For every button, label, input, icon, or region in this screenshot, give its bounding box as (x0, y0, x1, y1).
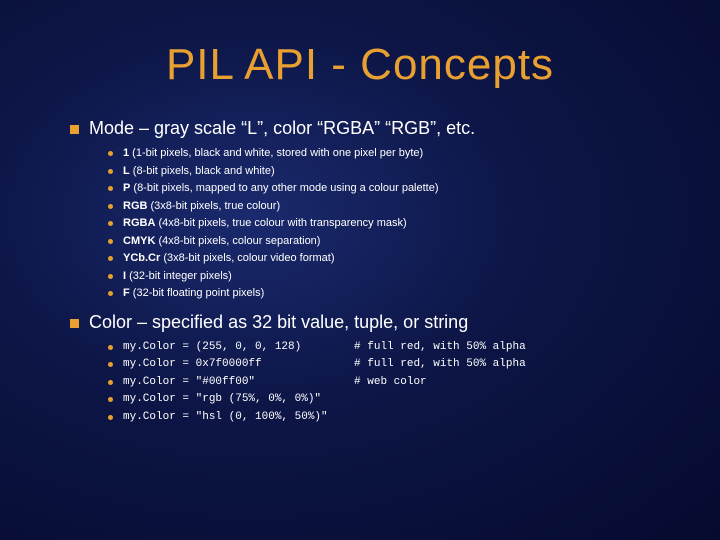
dot-bullet-icon (108, 169, 113, 174)
list-item: L (8-bit pixels, black and white) (108, 163, 670, 180)
slide-title: PIL API - Concepts (50, 40, 670, 90)
dot-bullet-icon (108, 256, 113, 261)
list-item: F (32-bit floating point pixels) (108, 285, 670, 302)
square-bullet-icon (70, 125, 79, 134)
list-item-text: I (32-bit integer pixels) (123, 268, 232, 285)
list-item: my.Color = "rgb (75%, 0%, 0%)" (108, 391, 670, 408)
dot-bullet-icon (108, 415, 113, 420)
code-line: my.Color = "#00ff00" # web color (123, 374, 427, 391)
list-item: my.Color = (255, 0, 0, 128) # full red, … (108, 339, 670, 356)
list-item-text: RGBA (4x8-bit pixels, true colour with t… (123, 215, 407, 232)
code-line: my.Color = "rgb (75%, 0%, 0%)" (123, 391, 321, 408)
list-item-text: RGB (3x8-bit pixels, true colour) (123, 198, 280, 215)
dot-bullet-icon (108, 380, 113, 385)
square-bullet-icon (70, 319, 79, 328)
code-line: my.Color = (255, 0, 0, 128) # full red, … (123, 339, 526, 356)
dot-bullet-icon (108, 151, 113, 156)
list-item: I (32-bit integer pixels) (108, 268, 670, 285)
list-item-text: F (32-bit floating point pixels) (123, 285, 264, 302)
code-line: my.Color = 0x7f0000ff # full red, with 5… (123, 356, 526, 373)
section-heading-text: Mode – gray scale “L”, color “RGBA” “RGB… (89, 118, 475, 139)
slide: PIL API - Concepts Mode – gray scale “L”… (0, 0, 720, 455)
mode-list: 1 (1-bit pixels, black and white, stored… (108, 145, 670, 302)
list-item-text: P (8-bit pixels, mapped to any other mod… (123, 180, 439, 197)
list-item-text: CMYK (4x8-bit pixels, colour separation) (123, 233, 320, 250)
list-item: my.Color = 0x7f0000ff # full red, with 5… (108, 356, 670, 373)
dot-bullet-icon (108, 397, 113, 402)
list-item-text: 1 (1-bit pixels, black and white, stored… (123, 145, 423, 162)
dot-bullet-icon (108, 274, 113, 279)
dot-bullet-icon (108, 204, 113, 209)
list-item: my.Color = "#00ff00" # web color (108, 374, 670, 391)
dot-bullet-icon (108, 362, 113, 367)
list-item-text: L (8-bit pixels, black and white) (123, 163, 275, 180)
dot-bullet-icon (108, 221, 113, 226)
section-heading-text: Color – specified as 32 bit value, tuple… (89, 312, 468, 333)
list-item: CMYK (4x8-bit pixels, colour separation) (108, 233, 670, 250)
section-heading: Color – specified as 32 bit value, tuple… (70, 312, 670, 333)
list-item-text: YCb.Cr (3x8-bit pixels, colour video for… (123, 250, 335, 267)
list-item: RGBA (4x8-bit pixels, true colour with t… (108, 215, 670, 232)
list-item: RGB (3x8-bit pixels, true colour) (108, 198, 670, 215)
dot-bullet-icon (108, 239, 113, 244)
dot-bullet-icon (108, 291, 113, 296)
list-item: 1 (1-bit pixels, black and white, stored… (108, 145, 670, 162)
list-item: YCb.Cr (3x8-bit pixels, colour video for… (108, 250, 670, 267)
list-item: P (8-bit pixels, mapped to any other mod… (108, 180, 670, 197)
color-list: my.Color = (255, 0, 0, 128) # full red, … (108, 339, 670, 426)
dot-bullet-icon (108, 345, 113, 350)
dot-bullet-icon (108, 186, 113, 191)
section-heading: Mode – gray scale “L”, color “RGBA” “RGB… (70, 118, 670, 139)
list-item: my.Color = "hsl (0, 100%, 50%)" (108, 409, 670, 426)
code-line: my.Color = "hsl (0, 100%, 50%)" (123, 409, 328, 426)
